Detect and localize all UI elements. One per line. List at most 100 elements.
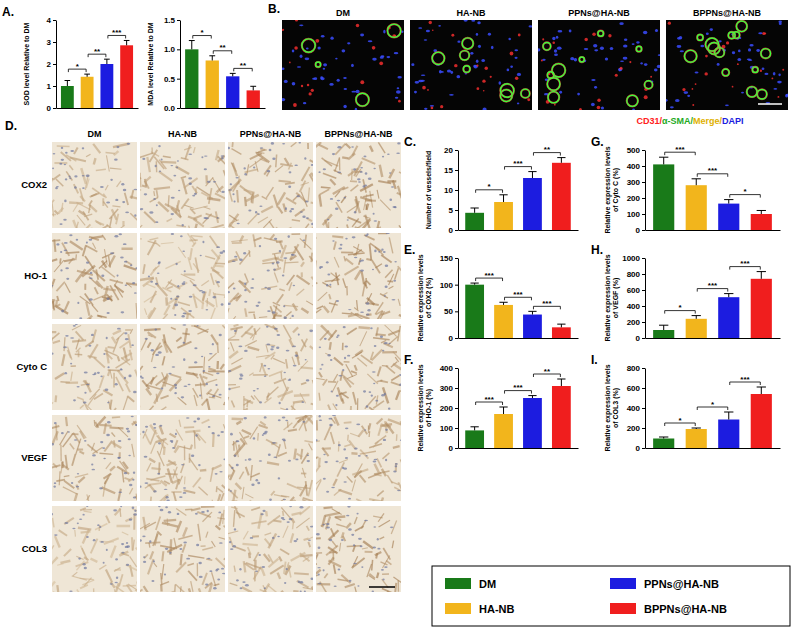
nucleus <box>212 296 216 298</box>
vessel-ring-red <box>579 57 584 62</box>
error-cap <box>659 437 668 438</box>
tissue-fiber <box>321 325 333 337</box>
tissue-fiber <box>140 351 141 357</box>
nucleus <box>373 168 375 170</box>
y-tick-mark <box>642 258 645 259</box>
tissue-fiber <box>108 370 110 376</box>
error-bar <box>503 195 504 202</box>
tissue-fiber <box>246 195 259 201</box>
cd31-signal <box>704 72 707 75</box>
y-tick-mark <box>642 166 645 167</box>
nucleus <box>201 356 203 357</box>
y-tick: 0 <box>449 444 458 453</box>
nucleus <box>293 365 297 367</box>
error-cap <box>757 271 766 272</box>
nucleus <box>290 208 294 210</box>
tissue-fiber <box>229 189 232 201</box>
nucleus <box>133 189 137 191</box>
tissue-fiber <box>298 361 308 372</box>
tissue-fiber <box>154 187 170 189</box>
error-cap <box>230 73 236 74</box>
cd31-signal <box>454 64 457 67</box>
nucleus <box>123 243 127 245</box>
tissue-fiber <box>184 178 198 188</box>
nucleus <box>88 345 91 347</box>
tissue-fiber <box>333 404 337 410</box>
y-axis-line <box>458 369 459 449</box>
tissue-fiber <box>256 355 269 357</box>
tissue-fiber <box>89 318 91 319</box>
error-bar <box>561 379 562 386</box>
nucleus <box>756 49 760 52</box>
nucleus <box>244 283 246 285</box>
nucleus <box>170 165 173 166</box>
cd31-signal <box>554 104 556 106</box>
tissue-fiber <box>156 346 162 350</box>
tissue-fiber <box>248 311 254 313</box>
nucleus <box>239 374 243 375</box>
cd31-signal <box>552 41 555 44</box>
y-tick-mark <box>455 210 458 211</box>
tissue-fiber <box>281 387 288 401</box>
nucleus <box>285 207 287 210</box>
nucleus <box>189 296 193 298</box>
image-background <box>52 415 137 501</box>
nucleus <box>272 158 275 160</box>
column-header: HA-NB <box>168 129 197 139</box>
nucleus <box>473 65 477 68</box>
nucleus <box>219 334 222 336</box>
nucleus <box>282 68 285 71</box>
nucleus <box>257 213 260 215</box>
tissue-fiber <box>342 156 348 159</box>
tissue-fiber <box>95 287 98 294</box>
nucleus <box>337 200 341 202</box>
error-cap <box>724 412 733 413</box>
tissue-fiber <box>311 277 313 284</box>
tissue-fiber <box>66 155 76 161</box>
tissue-fiber <box>224 297 225 299</box>
tissue-fiber <box>301 308 308 313</box>
tissue-fiber <box>200 383 202 399</box>
nucleus <box>340 244 343 246</box>
nucleus <box>216 281 220 283</box>
tissue-fiber <box>389 286 394 289</box>
nucleus <box>123 189 126 191</box>
tissue-fiber <box>62 354 64 366</box>
tissue-fiber <box>323 379 327 385</box>
nucleus <box>216 246 220 248</box>
y-tick-mark <box>642 428 645 429</box>
nucleus <box>344 88 348 90</box>
y-tick-mark <box>642 368 645 369</box>
nucleus <box>391 186 394 188</box>
tissue-fiber <box>96 222 104 225</box>
tissue-fiber <box>146 388 151 395</box>
nucleus <box>271 142 274 145</box>
nucleus <box>375 400 378 402</box>
ihc-image <box>316 324 401 410</box>
tissue-fiber <box>161 161 176 164</box>
tissue-fiber <box>179 282 187 287</box>
y-axis-title: Relative expression levels <box>417 364 425 451</box>
tissue-fiber <box>333 374 337 381</box>
significance-label: ** <box>544 145 551 154</box>
error-cap <box>757 387 766 388</box>
y-tick-mark <box>53 108 56 109</box>
tissue-fiber <box>375 247 384 255</box>
tissue-fiber <box>245 341 257 347</box>
tissue-fiber <box>140 372 141 374</box>
tissue-fiber <box>269 221 276 228</box>
tissue-fiber <box>301 224 309 228</box>
vessel-ring-red <box>432 52 444 64</box>
bar-chart: 050100150Relative expression levelsof CO… <box>404 243 579 343</box>
tissue-fiber <box>112 206 120 207</box>
significance-label: *** <box>513 290 523 299</box>
tissue-fiber <box>328 381 336 383</box>
tissue-fiber <box>203 292 206 301</box>
y-tick-label: 200 <box>627 318 641 327</box>
nucleus <box>351 64 354 67</box>
nucleus <box>161 158 163 160</box>
nucleus <box>259 206 262 207</box>
tissue-fiber <box>331 273 340 280</box>
y-tick-mark <box>455 388 458 389</box>
significance-label: ** <box>219 43 226 52</box>
